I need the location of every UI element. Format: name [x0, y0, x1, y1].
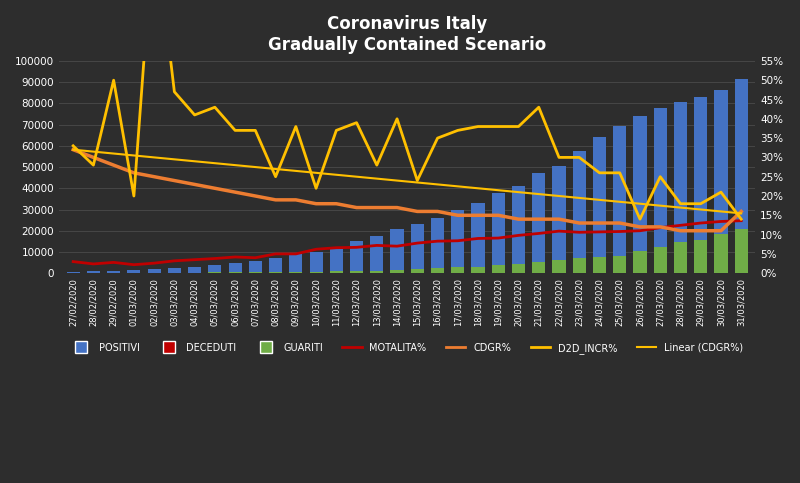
Bar [229, 263, 242, 273]
Bar [593, 259, 606, 273]
Bar [532, 263, 546, 273]
Bar [613, 127, 626, 273]
Bar [127, 270, 141, 273]
Bar [451, 210, 464, 273]
Bar [350, 271, 363, 273]
Bar [634, 116, 646, 273]
Bar [694, 240, 707, 273]
Bar [573, 258, 586, 273]
Bar [674, 242, 687, 273]
Bar [269, 272, 282, 273]
Legend: POSITIVI, DECEDUTI, GUARITI, MOTALITA%, CDGR%, D2D_INCR%, Linear (CDGR%): POSITIVI, DECEDUTI, GUARITI, MOTALITA%, … [67, 339, 747, 357]
Bar [714, 234, 727, 273]
Bar [87, 271, 100, 273]
Bar [229, 272, 242, 273]
Bar [694, 97, 707, 273]
Bar [269, 257, 282, 273]
Bar [674, 102, 687, 273]
Bar [208, 272, 222, 273]
Bar [593, 138, 606, 273]
Bar [471, 267, 485, 273]
Bar [714, 249, 727, 273]
Bar [431, 218, 444, 273]
Bar [350, 271, 363, 273]
Bar [188, 272, 201, 273]
Bar [654, 254, 667, 273]
Bar [634, 256, 646, 273]
Bar [390, 270, 404, 273]
Bar [431, 269, 444, 273]
Bar [410, 269, 424, 273]
Bar [471, 203, 485, 273]
Bar [168, 268, 181, 273]
Bar [734, 247, 748, 273]
Bar [330, 247, 343, 273]
Bar [734, 228, 748, 273]
Bar [310, 271, 322, 273]
Bar [330, 271, 343, 273]
Bar [290, 254, 302, 273]
Bar [66, 272, 80, 273]
Bar [410, 270, 424, 273]
Bar [654, 247, 667, 273]
Bar [492, 266, 505, 273]
Bar [249, 261, 262, 273]
Bar [613, 257, 626, 273]
Bar [654, 108, 667, 273]
Bar [714, 89, 727, 273]
Bar [370, 270, 383, 273]
Bar [593, 257, 606, 273]
Bar [410, 224, 424, 273]
Bar [290, 272, 302, 273]
Bar [512, 264, 525, 273]
Bar [613, 256, 626, 273]
Bar [532, 173, 546, 273]
Bar [431, 268, 444, 273]
Bar [512, 265, 525, 273]
Bar [451, 268, 464, 273]
Bar [290, 271, 302, 273]
Bar [573, 151, 586, 273]
Bar [532, 262, 546, 273]
Title: Coronavirus Italy
Gradually Contained Scenario: Coronavirus Italy Gradually Contained Sc… [268, 15, 546, 54]
Bar [553, 262, 566, 273]
Bar [350, 241, 363, 273]
Bar [269, 272, 282, 273]
Bar [492, 194, 505, 273]
Bar [634, 251, 646, 273]
Bar [208, 265, 222, 273]
Bar [734, 80, 748, 273]
Bar [330, 271, 343, 273]
Bar [370, 270, 383, 273]
Bar [492, 265, 505, 273]
Bar [573, 260, 586, 273]
Bar [471, 267, 485, 273]
Bar [451, 268, 464, 273]
Bar [390, 270, 404, 273]
Bar [249, 272, 262, 273]
Bar [370, 236, 383, 273]
Bar [310, 272, 322, 273]
Bar [553, 166, 566, 273]
Bar [107, 271, 120, 273]
Bar [147, 269, 161, 273]
Bar [512, 186, 525, 273]
Bar [553, 260, 566, 273]
Bar [390, 229, 404, 273]
Bar [188, 267, 201, 273]
Bar [694, 250, 707, 273]
Bar [310, 252, 322, 273]
Bar [674, 252, 687, 273]
